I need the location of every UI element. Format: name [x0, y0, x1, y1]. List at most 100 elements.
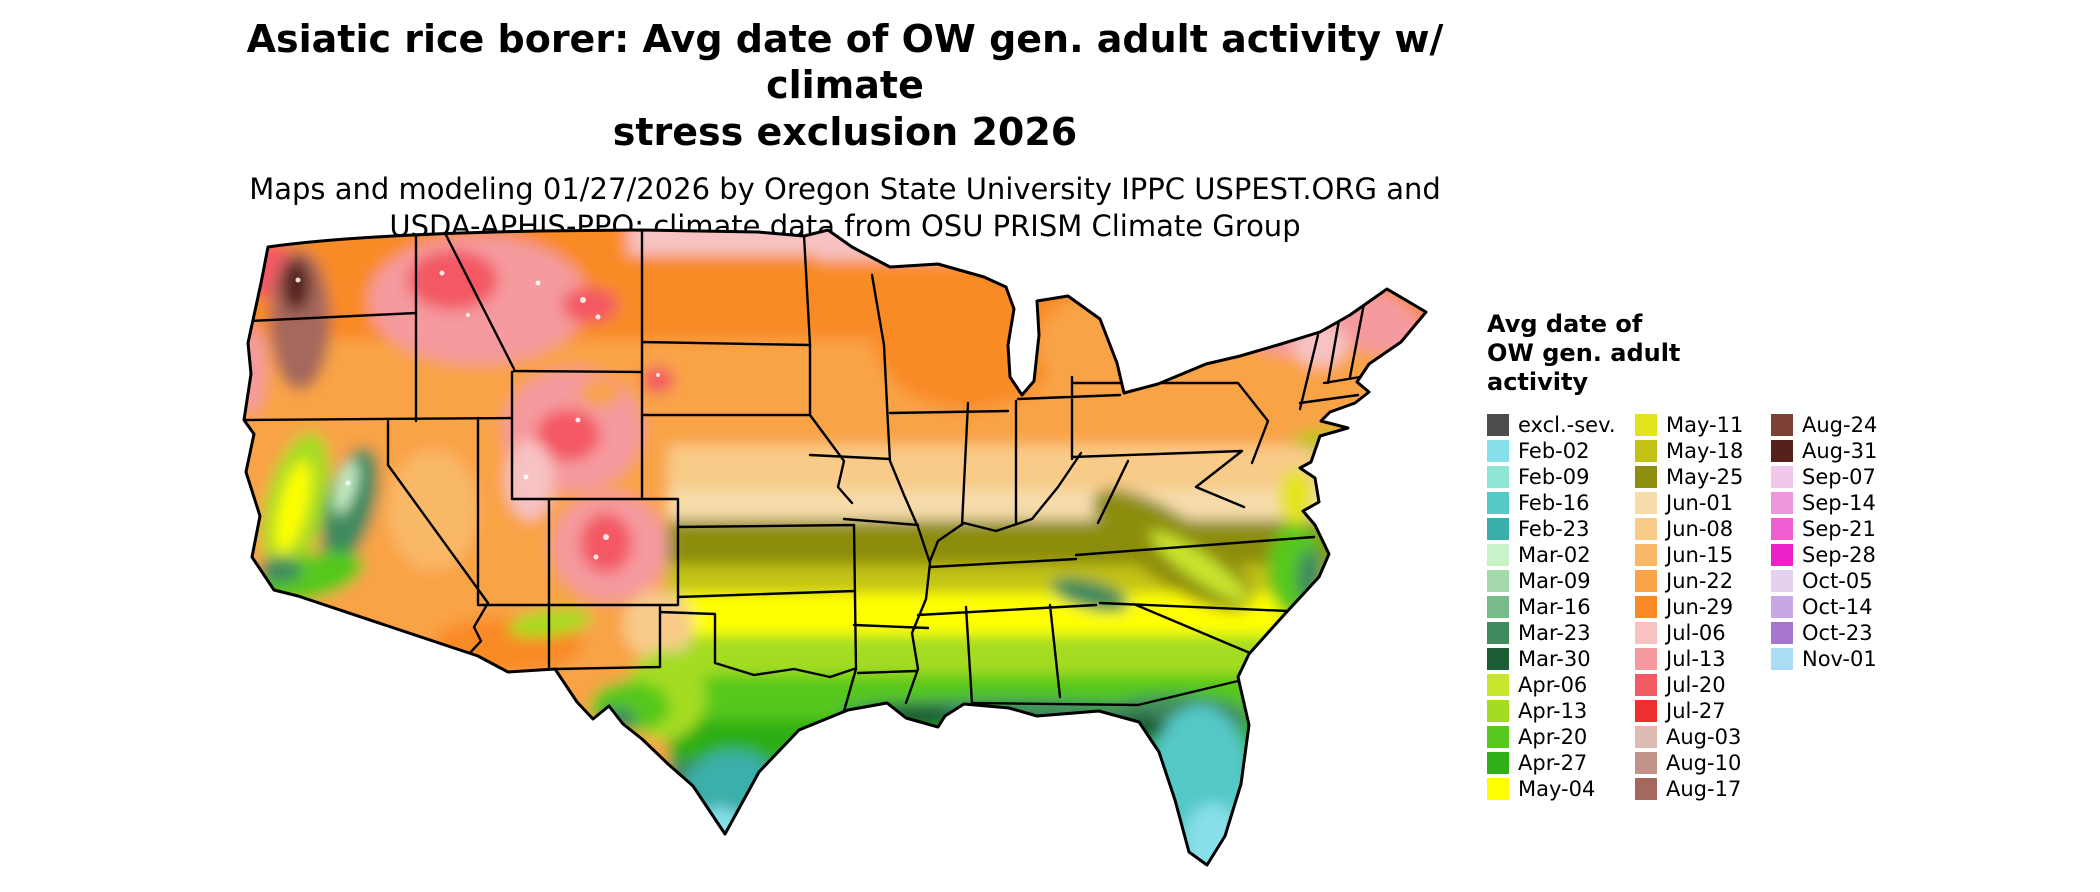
legend-item: May-04 — [1487, 776, 1635, 802]
legend-title: Avg date of OW gen. adult activity — [1487, 310, 1927, 396]
legend-item-label: Apr-13 — [1518, 699, 1588, 724]
legend-color-swatch — [1487, 726, 1509, 749]
legend-color-swatch — [1635, 570, 1657, 593]
legend-item: Aug-24 — [1771, 412, 1911, 438]
legend-color-swatch — [1771, 596, 1793, 619]
legend-color-swatch — [1635, 700, 1657, 723]
legend-item: Feb-09 — [1487, 464, 1635, 490]
legend-item: Apr-13 — [1487, 698, 1635, 724]
legend-item-label: Jun-15 — [1666, 543, 1734, 568]
legend-color-swatch — [1487, 648, 1509, 671]
legend-color-swatch — [1487, 440, 1509, 463]
legend-color-swatch — [1635, 518, 1657, 541]
legend-item-label: May-11 — [1666, 413, 1744, 438]
legend-item-label: Apr-06 — [1518, 673, 1588, 698]
legend-color-swatch — [1771, 518, 1793, 541]
legend-color-swatch — [1487, 778, 1509, 801]
legend-item: Jun-01 — [1635, 490, 1771, 516]
legend-item-label: Jun-29 — [1666, 595, 1734, 620]
legend-color-swatch — [1771, 544, 1793, 567]
legend-color-swatch — [1487, 622, 1509, 645]
legend-title-line1: Avg date of — [1487, 310, 1643, 338]
legend-item: Jul-20 — [1635, 672, 1771, 698]
legend-item-label: Aug-10 — [1666, 751, 1742, 776]
legend-item: Apr-06 — [1487, 672, 1635, 698]
mountain-speckles — [295, 270, 660, 560]
page-title-line1: Asiatic rice borer: Avg date of OW gen. … — [246, 17, 1444, 108]
legend-color-swatch — [1771, 570, 1793, 593]
legend-item-label: Feb-23 — [1518, 517, 1590, 542]
map-raster-layer — [244, 230, 1426, 865]
legend-item: Jul-06 — [1635, 620, 1771, 646]
legend-item-label: Jul-13 — [1666, 647, 1726, 672]
legend-color-swatch — [1635, 440, 1657, 463]
legend-item-label: Nov-01 — [1802, 647, 1877, 672]
legend-color-swatch — [1635, 596, 1657, 619]
legend-color-swatch — [1487, 466, 1509, 489]
legend-item: excl.-sev. — [1487, 412, 1635, 438]
legend-color-swatch — [1487, 544, 1509, 567]
legend-column-2: May-11 May-18 May-25 Jun-01 — [1635, 412, 1771, 802]
legend-color-swatch — [1487, 570, 1509, 593]
legend-item: Sep-21 — [1771, 516, 1911, 542]
legend-item: Oct-05 — [1771, 568, 1911, 594]
legend-column-3: Aug-24 Aug-31 Sep-07 Sep-14 — [1771, 412, 1911, 672]
legend-color-swatch — [1771, 622, 1793, 645]
legend-item-label: Sep-21 — [1802, 517, 1876, 542]
legend-item-label: Jul-27 — [1666, 699, 1726, 724]
legend-color-swatch — [1487, 596, 1509, 619]
legend-color-swatch — [1771, 648, 1793, 671]
legend-item-label: Jul-06 — [1666, 621, 1726, 646]
state-borders-layer — [244, 230, 1368, 713]
legend-item: Jun-29 — [1635, 594, 1771, 620]
legend-item: Jul-27 — [1635, 698, 1771, 724]
page-subtitle-line1: Maps and modeling 01/27/2026 by Oregon S… — [249, 172, 1441, 207]
legend-item: May-25 — [1635, 464, 1771, 490]
legend-item: Jun-15 — [1635, 542, 1771, 568]
legend-item: Sep-07 — [1771, 464, 1911, 490]
legend-item-label: Feb-09 — [1518, 465, 1590, 490]
legend-color-swatch — [1635, 414, 1657, 437]
legend-item: Mar-30 — [1487, 646, 1635, 672]
legend-color-swatch — [1487, 492, 1509, 515]
legend-item: Mar-16 — [1487, 594, 1635, 620]
legend-column-1: excl.-sev. Feb-02 Feb-09 Feb-16 — [1487, 412, 1635, 802]
legend-color-swatch — [1487, 414, 1509, 437]
map-legend: Avg date of OW gen. adult activity excl.… — [1487, 310, 1927, 802]
legend-item: Apr-27 — [1487, 750, 1635, 776]
legend-item: Mar-09 — [1487, 568, 1635, 594]
legend-color-swatch — [1635, 726, 1657, 749]
legend-item-label: Oct-05 — [1802, 569, 1873, 594]
legend-item-label: Aug-17 — [1666, 777, 1742, 802]
legend-item: Oct-14 — [1771, 594, 1911, 620]
us-map-svg — [242, 228, 1428, 867]
legend-item: Oct-23 — [1771, 620, 1911, 646]
legend-color-swatch — [1635, 492, 1657, 515]
us-outline — [242, 228, 1428, 867]
legend-item-label: May-25 — [1666, 465, 1744, 490]
legend-item-label: Jun-22 — [1666, 569, 1734, 594]
legend-item-label: Mar-30 — [1518, 647, 1591, 672]
legend-item: Jun-08 — [1635, 516, 1771, 542]
legend-color-swatch — [1635, 466, 1657, 489]
legend-item-label: Jul-20 — [1666, 673, 1726, 698]
legend-item-label: May-18 — [1666, 439, 1744, 464]
legend-item: Aug-31 — [1771, 438, 1911, 464]
legend-color-swatch — [1487, 752, 1509, 775]
legend-item-label: excl.-sev. — [1518, 413, 1616, 438]
legend-item-label: Apr-20 — [1518, 725, 1588, 750]
legend-color-swatch — [1635, 674, 1657, 697]
legend-item-label: Jun-08 — [1666, 517, 1734, 542]
legend-item-label: Aug-24 — [1802, 413, 1878, 438]
legend-title-line3: activity — [1487, 367, 1589, 396]
legend-color-swatch — [1771, 440, 1793, 463]
legend-item-label: Jun-01 — [1666, 491, 1734, 516]
legend-item: Aug-10 — [1635, 750, 1771, 776]
legend-item-label: Feb-02 — [1518, 439, 1590, 464]
legend-color-swatch — [1771, 466, 1793, 489]
legend-item: Sep-14 — [1771, 490, 1911, 516]
legend-color-swatch — [1487, 518, 1509, 541]
legend-item-label: Mar-16 — [1518, 595, 1591, 620]
legend-item-label: Aug-31 — [1802, 439, 1878, 464]
